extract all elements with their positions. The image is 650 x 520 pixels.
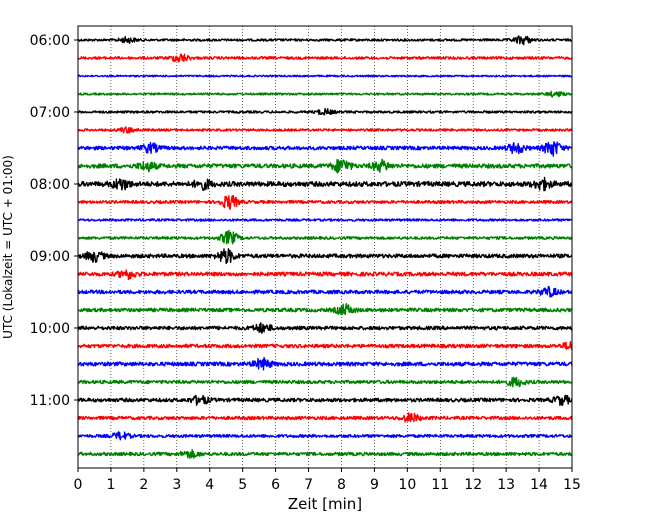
trace-0700 — [77, 107, 573, 116]
trace-0645 — [77, 90, 573, 98]
x-tick-label: 7 — [304, 477, 313, 493]
trace-0900 — [77, 248, 573, 265]
x-tick-label: 0 — [74, 477, 83, 493]
trace-group — [77, 35, 573, 460]
trace-0600 — [77, 35, 573, 46]
trace-1130 — [77, 431, 573, 441]
trace-0945 — [77, 303, 573, 316]
trace-1100 — [77, 394, 573, 407]
y-tick-label: 10:00 — [30, 321, 70, 337]
y-tick-label: 07:00 — [30, 105, 70, 121]
y-tick-label: 11:00 — [30, 393, 70, 409]
x-tick-label: 13 — [497, 477, 515, 493]
y-tick-label: 09:00 — [30, 249, 70, 265]
x-tick-label: 10 — [398, 477, 416, 493]
x-tick-label: 11 — [431, 477, 449, 493]
trace-0815 — [77, 195, 573, 211]
y-tick-label: 06:00 — [30, 33, 70, 49]
x-tick-label: 14 — [530, 477, 548, 493]
plot-frame — [77, 25, 573, 469]
trace-1000 — [77, 322, 573, 334]
trace-1115 — [77, 412, 573, 423]
trace-1030 — [77, 356, 573, 371]
trace-1015 — [77, 340, 573, 350]
x-tick-label: 4 — [205, 477, 214, 493]
x-tick-label: 8 — [337, 477, 346, 493]
y-axis-label: UTC (Lokalzeit = UTC + 01:00) — [1, 155, 15, 339]
trace-0615 — [77, 53, 573, 63]
trace-1145 — [77, 448, 573, 460]
x-tick-label: 15 — [563, 477, 581, 493]
trace-0930 — [77, 285, 573, 298]
x-tick-label: 1 — [106, 477, 115, 493]
x-tick-label: 2 — [139, 477, 148, 493]
trace-1045 — [77, 376, 573, 388]
trace-0715 — [77, 126, 573, 134]
y-axis: 06:00 07:00 08:00 09:00 10:00 11:00 — [30, 33, 78, 409]
trace-0630 — [77, 74, 573, 78]
x-tick-label: 6 — [271, 477, 280, 493]
trace-0745 — [77, 158, 573, 174]
x-tick-label: 12 — [464, 477, 482, 493]
trace-0830 — [77, 218, 573, 222]
x-axis-label: Zeit [min] — [288, 495, 362, 513]
trace-0915 — [77, 269, 573, 281]
trace-0845 — [77, 229, 573, 245]
y-tick-label: 08:00 — [30, 177, 70, 193]
x-axis: 0 1 2 3 4 5 6 7 8 9 10 11 12 13 14 15 — [74, 468, 581, 493]
x-tick-label: 5 — [238, 477, 247, 493]
x-tick-label: 9 — [370, 477, 379, 493]
trace-0800 — [77, 176, 573, 192]
x-tick-label: 3 — [172, 477, 181, 493]
trace-0730 — [77, 141, 573, 157]
